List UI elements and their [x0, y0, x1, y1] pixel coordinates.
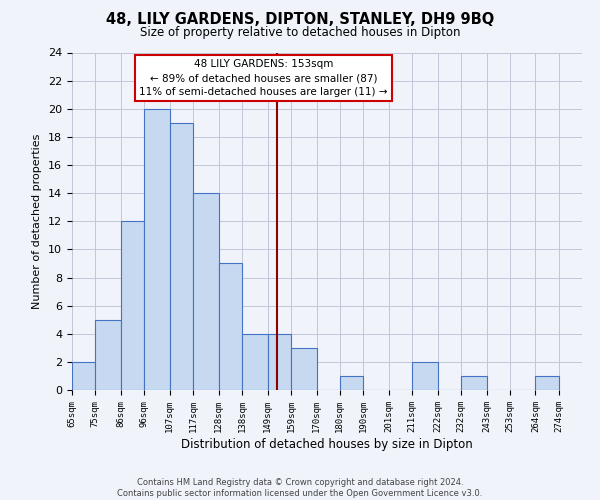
Bar — [121, 221, 144, 390]
Bar — [340, 376, 363, 390]
Bar — [291, 348, 317, 390]
Text: Size of property relative to detached houses in Dipton: Size of property relative to detached ho… — [140, 26, 460, 39]
Bar — [219, 264, 242, 390]
Bar — [412, 362, 437, 390]
Bar — [72, 362, 95, 390]
Text: Contains HM Land Registry data © Crown copyright and database right 2024.
Contai: Contains HM Land Registry data © Crown c… — [118, 478, 482, 498]
Bar — [193, 193, 219, 390]
Y-axis label: Number of detached properties: Number of detached properties — [32, 134, 43, 309]
Bar — [170, 123, 193, 390]
Bar — [242, 334, 268, 390]
Bar — [461, 376, 487, 390]
Bar — [535, 376, 559, 390]
Bar — [95, 320, 121, 390]
Bar — [144, 109, 170, 390]
X-axis label: Distribution of detached houses by size in Dipton: Distribution of detached houses by size … — [181, 438, 473, 450]
Bar — [268, 334, 291, 390]
Text: 48 LILY GARDENS: 153sqm
← 89% of detached houses are smaller (87)
11% of semi-de: 48 LILY GARDENS: 153sqm ← 89% of detache… — [139, 59, 388, 97]
Text: 48, LILY GARDENS, DIPTON, STANLEY, DH9 9BQ: 48, LILY GARDENS, DIPTON, STANLEY, DH9 9… — [106, 12, 494, 28]
